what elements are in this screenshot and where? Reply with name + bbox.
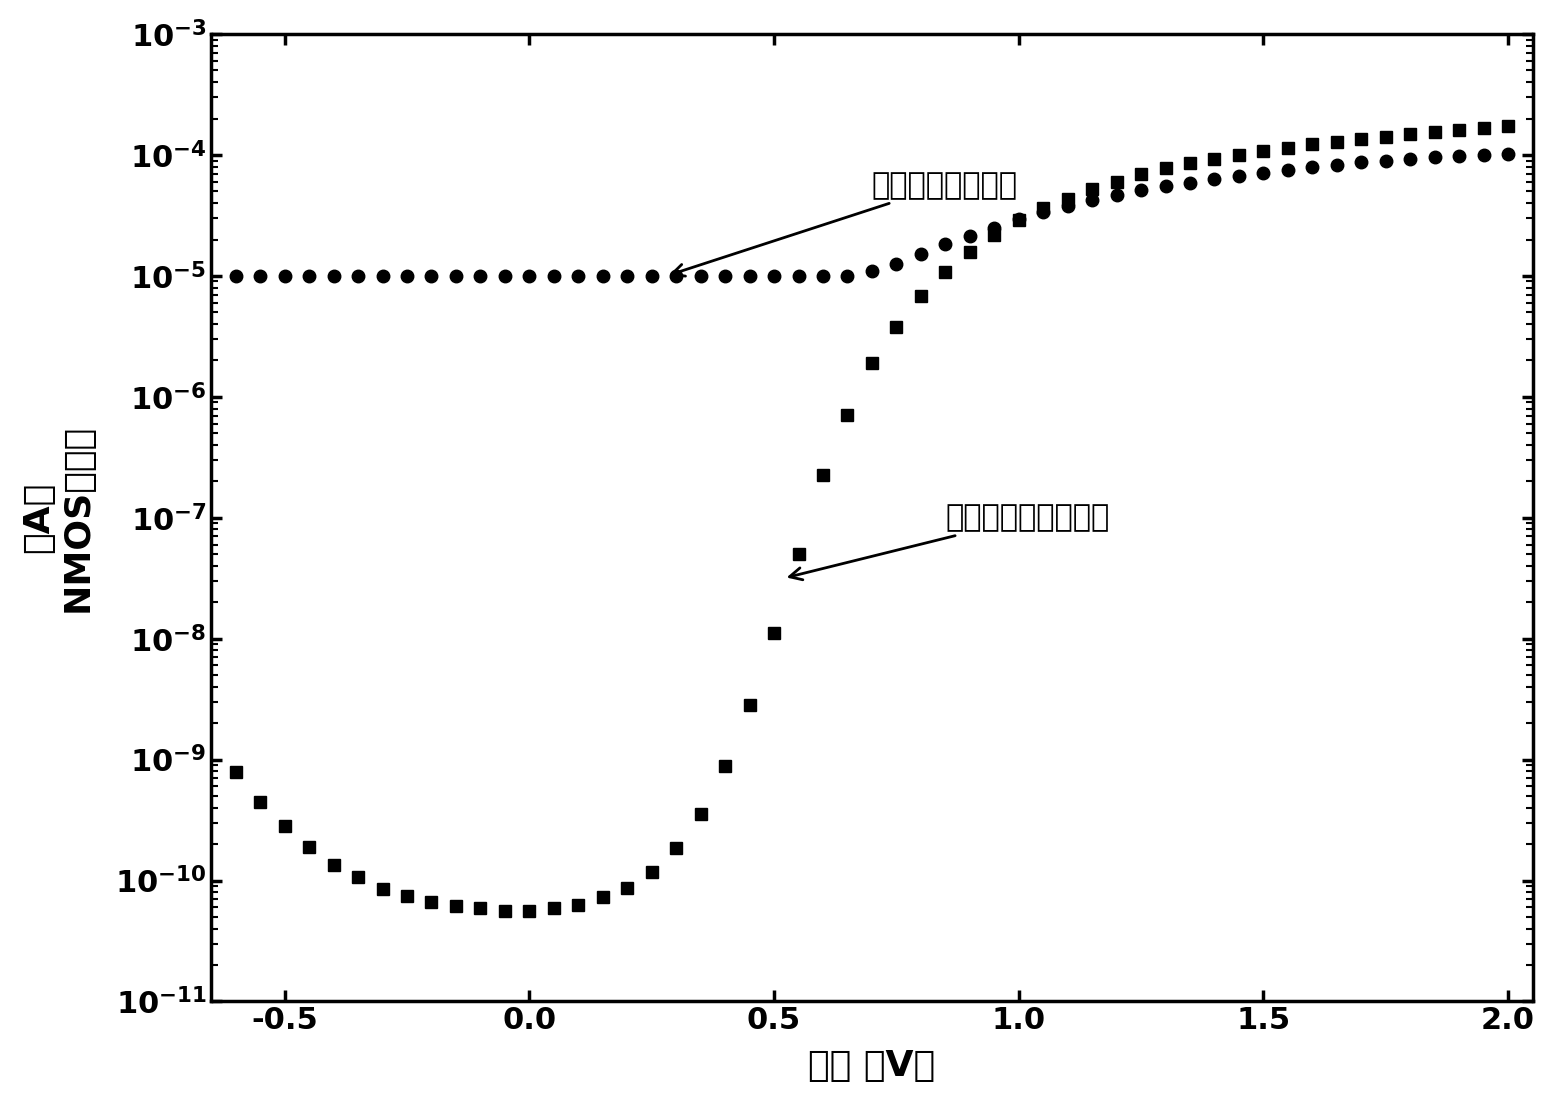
Text: 现有浅槽隔离结构: 现有浅槽隔离结构: [671, 171, 1017, 276]
Y-axis label: （A）
NMOS管电流: （A） NMOS管电流: [20, 424, 93, 612]
X-axis label: 栅压 （V）: 栅压 （V）: [809, 1049, 935, 1083]
Text: 本发明浅槽隔离结构: 本发明浅槽隔离结构: [790, 503, 1109, 580]
